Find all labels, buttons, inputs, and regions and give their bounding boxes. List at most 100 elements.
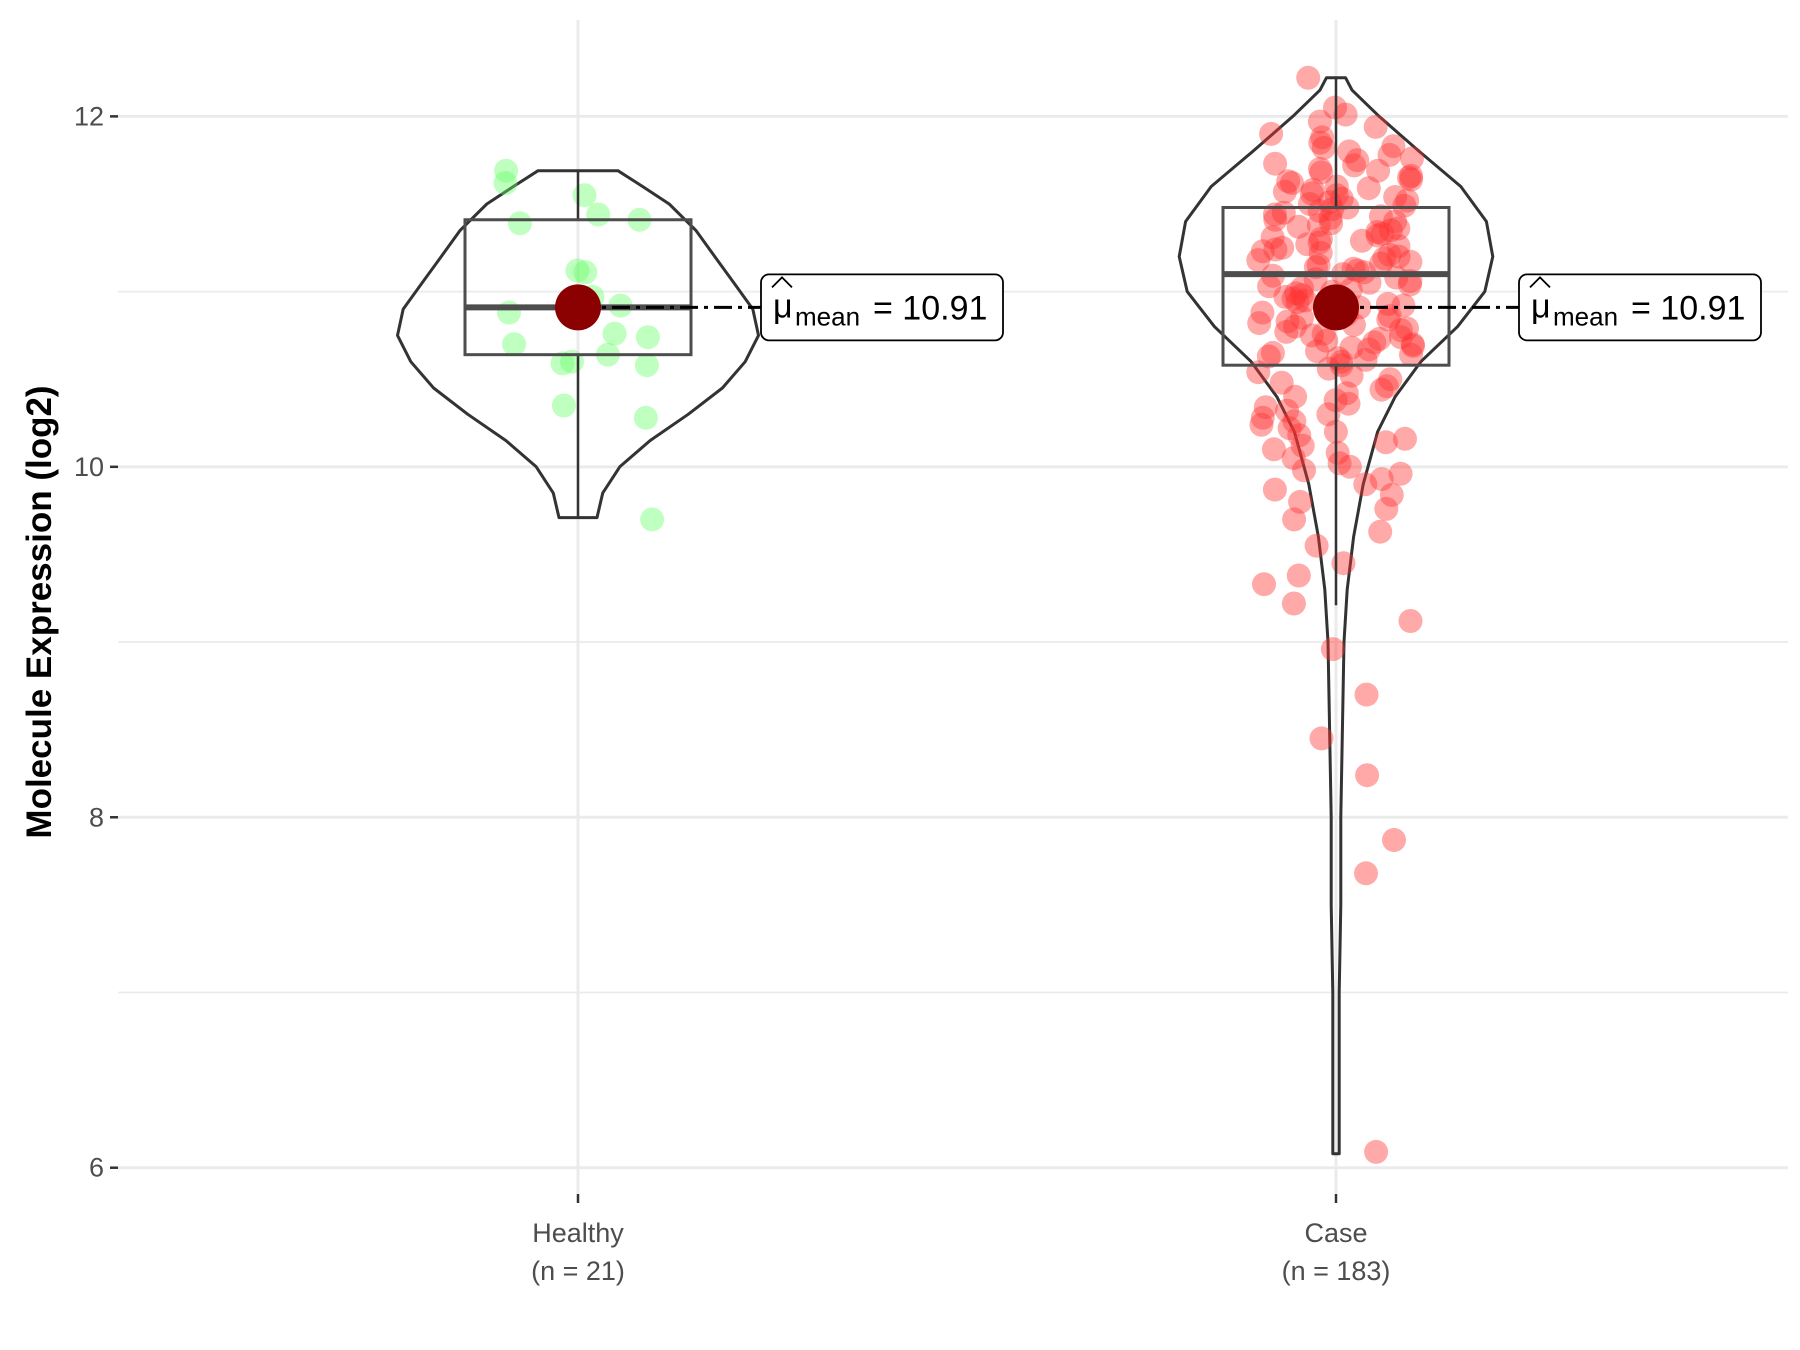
mean-subscript: mean (1553, 301, 1618, 331)
data-point (1391, 293, 1416, 318)
x-tick-count-label: (n = 183) (1282, 1256, 1391, 1286)
data-point (1276, 169, 1301, 194)
data-point (1289, 283, 1314, 308)
data-point (1377, 142, 1402, 167)
data-point (1281, 446, 1306, 471)
data-point (1269, 370, 1294, 395)
data-point (1349, 228, 1374, 253)
data-point (1363, 114, 1388, 139)
y-tick-label: 12 (74, 101, 104, 131)
data-point (1281, 591, 1306, 616)
data-point (1308, 130, 1333, 155)
data-point (1369, 377, 1394, 402)
data-point (1339, 335, 1364, 360)
data-point (1262, 477, 1287, 502)
data-point (1260, 225, 1285, 250)
data-point (1272, 179, 1297, 204)
data-point (1304, 533, 1329, 558)
data-point (1275, 309, 1300, 334)
data-point (1399, 163, 1424, 188)
data-point (572, 183, 597, 208)
data-point (1285, 290, 1310, 315)
data-point (1365, 223, 1390, 248)
box (463, 218, 693, 357)
data-point (1287, 423, 1312, 448)
data-point (1299, 181, 1324, 206)
data-point (1362, 330, 1387, 355)
data-point (1395, 316, 1419, 341)
data-point (1364, 1139, 1389, 1164)
jitter-points (493, 65, 1426, 1164)
data-point (1309, 726, 1334, 751)
data-point (1284, 281, 1309, 306)
data-point (1263, 237, 1288, 262)
data-point (1320, 197, 1345, 222)
data-point (1399, 167, 1424, 192)
data-point (1365, 220, 1390, 244)
data-point (1376, 307, 1401, 332)
data-point (1368, 204, 1393, 229)
data-point (1250, 405, 1275, 430)
data-point (1377, 242, 1402, 267)
data-point (1320, 637, 1345, 662)
data-point (602, 321, 627, 346)
data-point (635, 325, 660, 350)
data-point (1280, 171, 1304, 195)
data-point (1277, 416, 1302, 441)
data-point (1379, 482, 1404, 507)
data-point (1374, 374, 1399, 399)
data-point (1283, 314, 1307, 339)
x-tick-count-label: (n = 21) (531, 1256, 625, 1286)
data-point (1398, 249, 1423, 274)
data-point (1339, 363, 1364, 388)
data-point (1274, 319, 1299, 344)
data-point (1308, 227, 1333, 251)
data-point (1249, 412, 1274, 437)
data-point (1388, 461, 1413, 486)
data-point (1368, 519, 1393, 544)
data-point (586, 202, 611, 227)
data-point (1250, 300, 1275, 325)
data-point (1290, 433, 1315, 458)
data-point (1250, 239, 1275, 264)
data-point (1246, 248, 1271, 273)
mean-value: = 10.91 (873, 289, 987, 327)
data-point (1397, 272, 1422, 297)
data-point (1293, 288, 1318, 313)
data-point (1301, 178, 1325, 202)
data-point (1355, 763, 1380, 788)
data-point (1282, 409, 1307, 434)
data-point (1308, 156, 1332, 181)
data-point (1261, 437, 1286, 462)
data-point (1275, 398, 1300, 423)
data-point (1400, 146, 1424, 171)
data-point (1290, 276, 1314, 301)
data-point (1377, 304, 1402, 329)
data-point (1375, 291, 1400, 316)
data-point (1318, 206, 1343, 230)
y-tick-label: 8 (89, 802, 104, 832)
box (1221, 205, 1451, 367)
data-point (494, 158, 519, 183)
data-point (1325, 440, 1350, 465)
data-point (1305, 339, 1329, 364)
data-point (1290, 305, 1314, 330)
data-point (1388, 318, 1413, 343)
data-point (1366, 158, 1391, 183)
data-point (1283, 384, 1308, 409)
mean-symbol: μ (1531, 287, 1551, 325)
data-point (1393, 426, 1417, 451)
data-point (1316, 402, 1341, 427)
data-point (1311, 135, 1336, 160)
data-point (1307, 230, 1332, 255)
data-point (493, 171, 518, 195)
data-point (1247, 311, 1272, 336)
data-point (565, 258, 590, 283)
data-point (1400, 332, 1425, 357)
data-point (1256, 344, 1281, 369)
data-point (1337, 139, 1362, 164)
data-point (1296, 65, 1321, 90)
data-point (1307, 199, 1332, 223)
data-point (1370, 221, 1395, 246)
y-tick-label: 6 (89, 1153, 104, 1183)
